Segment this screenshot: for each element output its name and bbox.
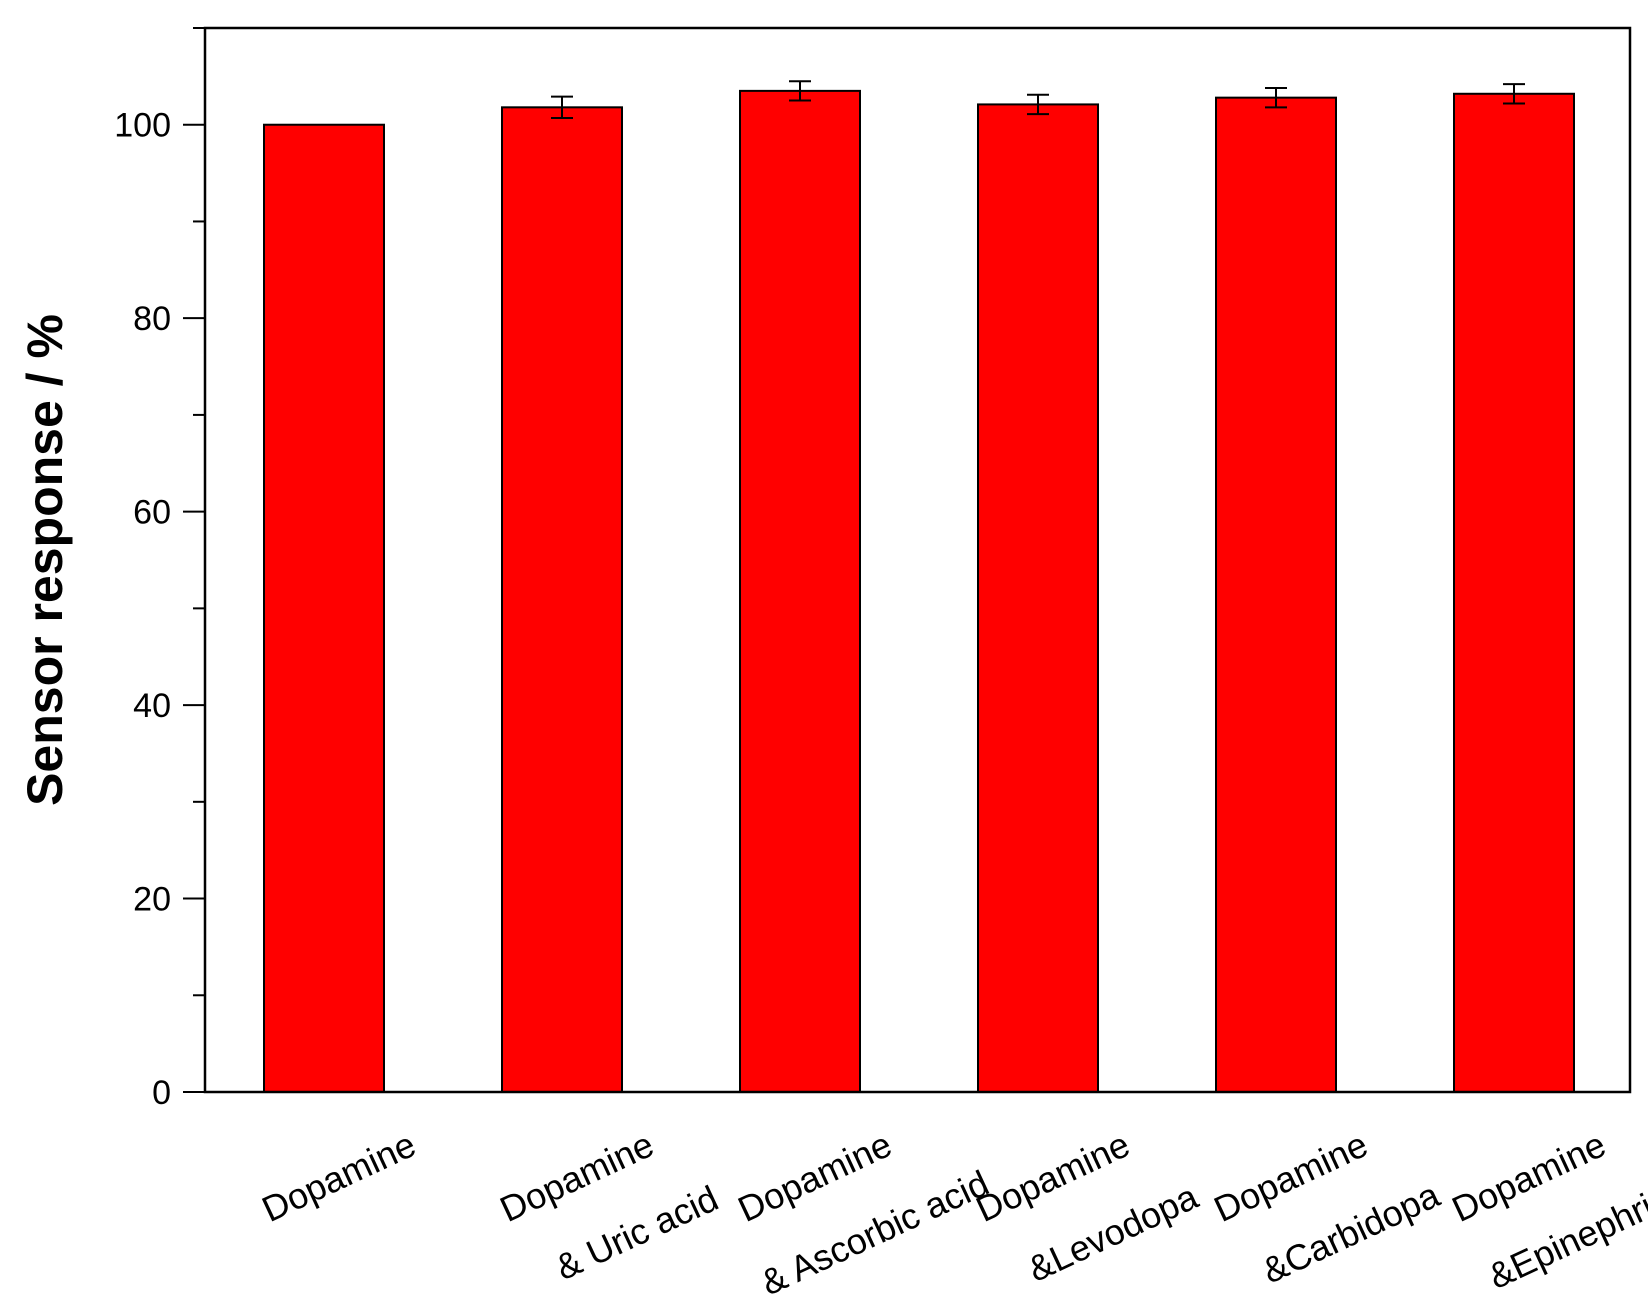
y-tick-label: 80: [133, 300, 171, 338]
bar: [977, 103, 1099, 1093]
y-tick-label: 100: [114, 107, 171, 145]
plot-frame: [203, 26, 1632, 1094]
y-tick-label: 60: [133, 494, 171, 532]
y-tick-label: 40: [133, 687, 171, 725]
bar: [739, 89, 861, 1093]
plot-frame-layer: [203, 26, 1632, 1094]
bars-layer: [263, 80, 1575, 1094]
y-tick-label: 20: [133, 881, 171, 919]
x-tick-label: Dopamine: [256, 1123, 422, 1230]
y-tick-label: 0: [152, 1074, 171, 1112]
bar: [501, 106, 623, 1094]
bar: [1215, 96, 1337, 1094]
bar: [1453, 92, 1575, 1094]
y-axis-title: Sensor response / %: [17, 314, 73, 806]
bar: [263, 123, 385, 1093]
